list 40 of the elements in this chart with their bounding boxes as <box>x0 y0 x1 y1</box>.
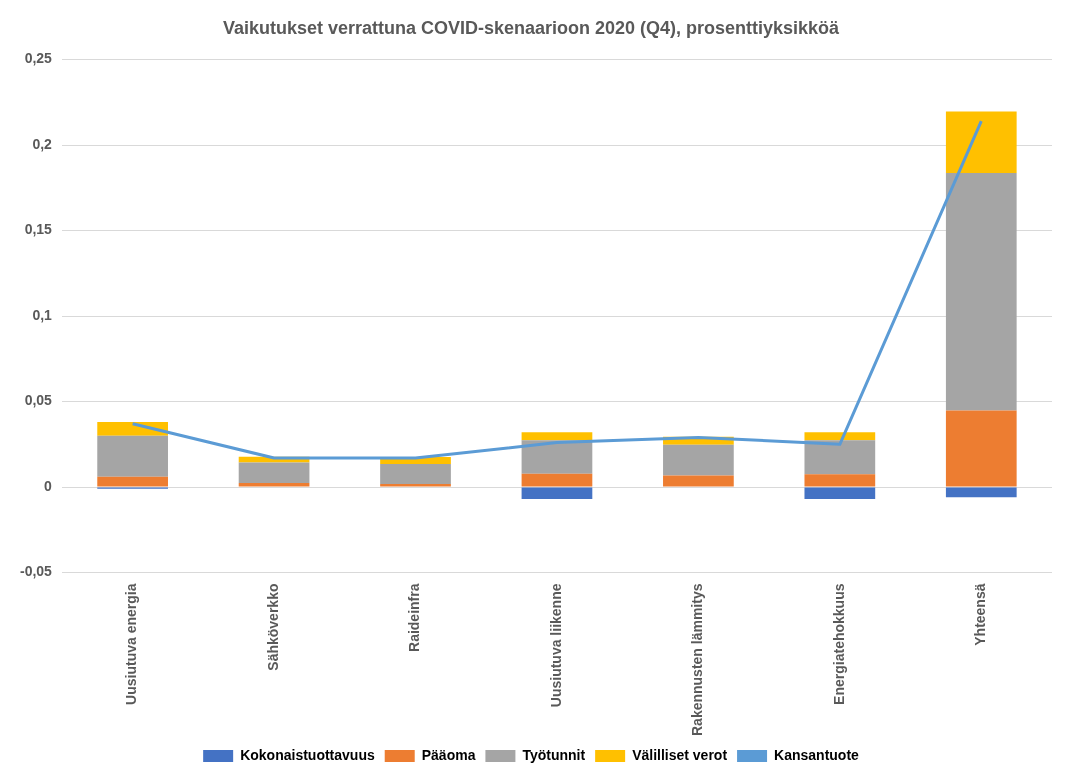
bar <box>521 432 593 441</box>
x-tick-label: Uusiutuva energia <box>123 583 140 705</box>
x-tick-label: Sähköverkko <box>264 583 281 671</box>
x-tick-label: Rakennusten lämmitys <box>689 583 706 736</box>
bar <box>945 111 1017 173</box>
bar <box>97 476 168 487</box>
x-tick-label: Energiatehokkuus <box>830 583 847 705</box>
bar <box>380 463 451 485</box>
bar <box>521 487 593 499</box>
bar <box>945 487 1017 498</box>
legend-label: Välilliset verot <box>632 746 728 763</box>
x-tick-label: Yhteensä <box>972 583 989 646</box>
chart-title: Vaikutukset verrattuna COVID-skenaarioon 2020 (Q4), prosenttiyksikköä <box>222 17 841 38</box>
x-tick-label: Raideinfra <box>406 583 423 652</box>
legend-label: Kokonaistuottavuus <box>240 746 375 763</box>
bar <box>521 473 593 487</box>
bar <box>97 435 168 477</box>
y-tick-label: 0,2 <box>32 135 53 152</box>
bar <box>945 410 1017 487</box>
legend-label: Pääoma <box>421 746 476 763</box>
bar <box>804 440 876 475</box>
y-tick-label: 0,1 <box>32 306 53 323</box>
y-tick-label: 0,25 <box>24 50 53 67</box>
bar <box>238 462 310 484</box>
y-tick-label: 0,15 <box>24 221 53 238</box>
y-tick-label: -0,05 <box>19 563 53 580</box>
y-tick-label: 0,05 <box>24 392 53 409</box>
bar <box>663 444 734 476</box>
bar <box>521 440 593 474</box>
bar <box>804 432 876 441</box>
bar <box>238 483 310 487</box>
legend-label: Kansantuote <box>774 746 860 763</box>
x-tick-label: Uusiutuva liikenne <box>547 583 564 708</box>
bar <box>804 487 876 499</box>
bar <box>663 475 734 487</box>
y-tick-label: 0 <box>44 477 53 494</box>
bar <box>804 474 876 487</box>
bar <box>945 172 1017 411</box>
bar <box>380 484 451 487</box>
legend-label: Työtunnit <box>522 746 586 763</box>
